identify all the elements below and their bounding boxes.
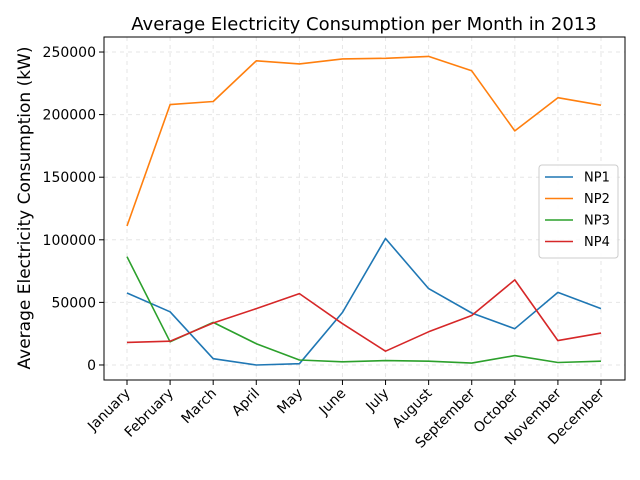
y-axis-label: Average Electricity Consumption (kW): [15, 47, 35, 370]
legend-label-np4: NP4: [584, 235, 610, 250]
y-tick-label: 250000: [43, 45, 96, 61]
legend-box: [538, 164, 619, 259]
legend-label-np3: NP3: [584, 214, 610, 229]
y-tick-label: 0: [87, 358, 96, 374]
x-tick-label: June: [316, 386, 350, 420]
x-tick-label: April: [229, 386, 263, 420]
series-line-np3: [126, 256, 602, 364]
chart-title: Average Electricity Consumption per Mont…: [131, 14, 596, 35]
plot-frame: [103, 36, 626, 381]
series-lines: [126, 55, 602, 366]
y-tick-label: 50000: [51, 295, 96, 311]
y-axis-ticks: 0 50000 100000 150000 200000 250000: [43, 45, 104, 374]
x-tick-label: March: [179, 386, 220, 427]
series-line-np4: [126, 279, 602, 353]
y-tick-label: 100000: [43, 233, 96, 249]
x-tick-label: July: [363, 386, 393, 416]
series-line-np2: [126, 55, 602, 227]
x-tick-label: May: [274, 386, 306, 418]
series-line-np1: [126, 237, 602, 366]
y-tick-label: 200000: [43, 108, 96, 124]
legend: NP1 NP2 NP3 NP4: [538, 164, 619, 259]
legend-label-np2: NP2: [584, 192, 610, 207]
y-tick-label: 150000: [43, 170, 96, 186]
legend-label-np1: NP1: [584, 171, 610, 186]
